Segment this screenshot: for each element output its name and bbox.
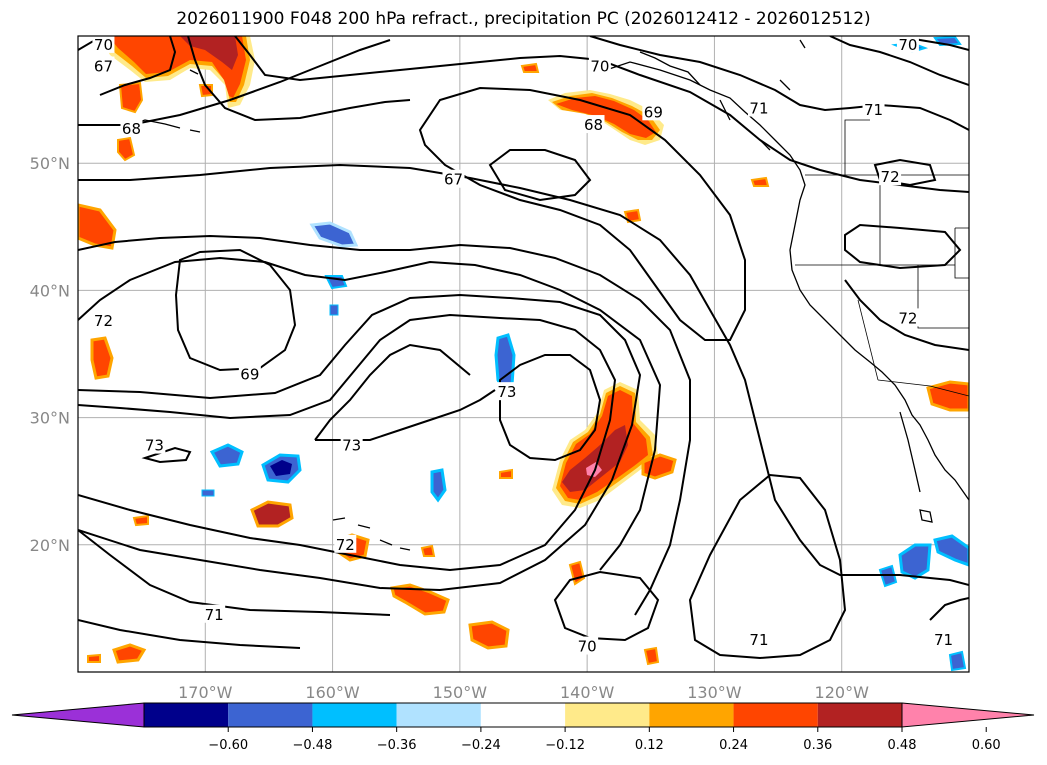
lat-tick-label: 40°N — [30, 281, 70, 300]
lon-tick-label: 160°W — [305, 683, 360, 702]
colorbar-bin — [228, 703, 313, 727]
contour-label-bg — [588, 56, 611, 75]
colorbar: −0.60 −0.48 −0.36 −0.24 −0.12 0.12 0.24 0.36 0.4… — [11, 702, 1035, 753]
map-frame — [77, 35, 970, 673]
precip-positive-central-band — [552, 382, 677, 508]
contour-label: 70 — [590, 58, 609, 76]
colorbar-bin — [480, 703, 566, 727]
colorbar-bin — [144, 703, 229, 727]
contour-label: 73 — [145, 437, 164, 455]
lon-tick-label: 170°W — [178, 683, 233, 702]
latitude-labels: 20°N 30°N 40°N 50°N — [30, 154, 70, 555]
colorbar-bin — [396, 703, 481, 727]
contour-label-bg — [747, 98, 770, 117]
colorbar-bin — [649, 703, 734, 727]
colorbar-tick-label: −0.48 — [293, 738, 333, 753]
colorbar-outline — [143, 702, 903, 728]
contour-label-bg — [932, 630, 955, 649]
contour-label: 72 — [898, 309, 917, 327]
contour-labels: 67 68 70 70 69 68 67 71 71 70 72 72 72 69 73 73 73 72 71 70… — [92, 34, 955, 656]
contour-label: 71 — [934, 631, 953, 649]
precip-positive-northwest — [100, 36, 255, 162]
contour-label-bg — [340, 435, 363, 454]
contour-label: 71 — [749, 100, 768, 118]
precip-positive-west-edge — [78, 203, 117, 380]
colorbar-bin — [312, 703, 397, 727]
contour-label: 69 — [240, 365, 259, 383]
colorbar-bin — [565, 703, 650, 727]
coastlines — [129, 39, 969, 551]
precipitation-shading — [78, 36, 969, 672]
contour-label-bg — [203, 604, 226, 623]
lat-tick-label: 20°N — [30, 536, 70, 555]
contour-label-bg — [92, 34, 115, 53]
lon-tick-label: 150°W — [433, 683, 488, 702]
gridlines — [78, 36, 969, 672]
lat-tick-label: 30°N — [30, 409, 70, 428]
contour-label-bg — [442, 169, 465, 188]
map-title: 2026011900 F048 200 hPa refract., precip… — [176, 9, 871, 29]
colorbar-tick-label: −0.12 — [545, 738, 585, 753]
contour-label-bg — [896, 308, 919, 327]
contour-label: 67 — [444, 171, 463, 189]
contour-label: 68 — [584, 116, 603, 134]
contour-label: 70 — [578, 638, 597, 656]
contour-label: 72 — [881, 168, 900, 186]
colorbar-tick-label: −0.24 — [461, 738, 501, 753]
contour-label: 70 — [94, 36, 113, 54]
contour-label-bg — [92, 56, 115, 75]
precip-positive-scattered — [87, 62, 969, 666]
contour-label-bg — [747, 630, 770, 649]
contour-label-bg — [334, 534, 357, 553]
colorbar-tick-label: 0.60 — [972, 738, 1001, 753]
lat-tick-label: 50°N — [30, 154, 70, 173]
contour-label: 72 — [94, 312, 113, 330]
contour-label-bg — [862, 99, 885, 118]
contour-label-bg — [238, 364, 261, 383]
contour-label-bg — [120, 118, 143, 137]
colorbar-extend-left — [11, 702, 145, 728]
precip-positive-gulf-alaska — [548, 90, 664, 145]
contour-label-bg — [495, 382, 518, 401]
contour-label: 73 — [497, 383, 516, 401]
colorbar-tick-label: −0.60 — [208, 738, 248, 753]
colorbar-tick-label: 0.48 — [888, 738, 917, 753]
contour-label: 71 — [864, 101, 883, 119]
colorbar-extend-right — [901, 702, 1035, 728]
lon-tick-label: 140°W — [560, 683, 615, 702]
map-area — [78, 36, 969, 672]
lon-tick-label: 120°W — [815, 683, 870, 702]
contour-label: 67 — [94, 58, 113, 76]
contour-label-bg — [576, 636, 599, 655]
colorbar-tick-label: 0.36 — [803, 738, 832, 753]
contour-label: 70 — [898, 36, 917, 54]
colorbar-tick-label: 0.24 — [719, 738, 748, 753]
contour-label: 72 — [336, 536, 355, 554]
contour-label: 68 — [122, 120, 141, 138]
contour-label-bg — [896, 34, 919, 53]
contour-label: 71 — [205, 606, 224, 624]
colorbar-bin — [817, 703, 902, 727]
contour-label: 69 — [644, 103, 663, 121]
lon-tick-label: 130°W — [687, 683, 742, 702]
contour-label-bg — [143, 435, 166, 454]
contour-label: 71 — [749, 631, 768, 649]
colorbar-bin — [733, 703, 818, 727]
contour-label-bg — [879, 167, 902, 186]
longitude-labels: 170°W 160°W 150°W 140°W 130°W 120°W — [178, 683, 869, 702]
contour-label-bg — [92, 310, 115, 329]
colorbar-tick-label: −0.36 — [377, 738, 417, 753]
colorbar-tick-label: 0.12 — [635, 738, 664, 753]
contour-label-bg — [642, 102, 665, 121]
contour-label: 73 — [342, 437, 361, 455]
contour-label-bg — [582, 115, 605, 134]
refractivity-contours — [78, 36, 969, 660]
